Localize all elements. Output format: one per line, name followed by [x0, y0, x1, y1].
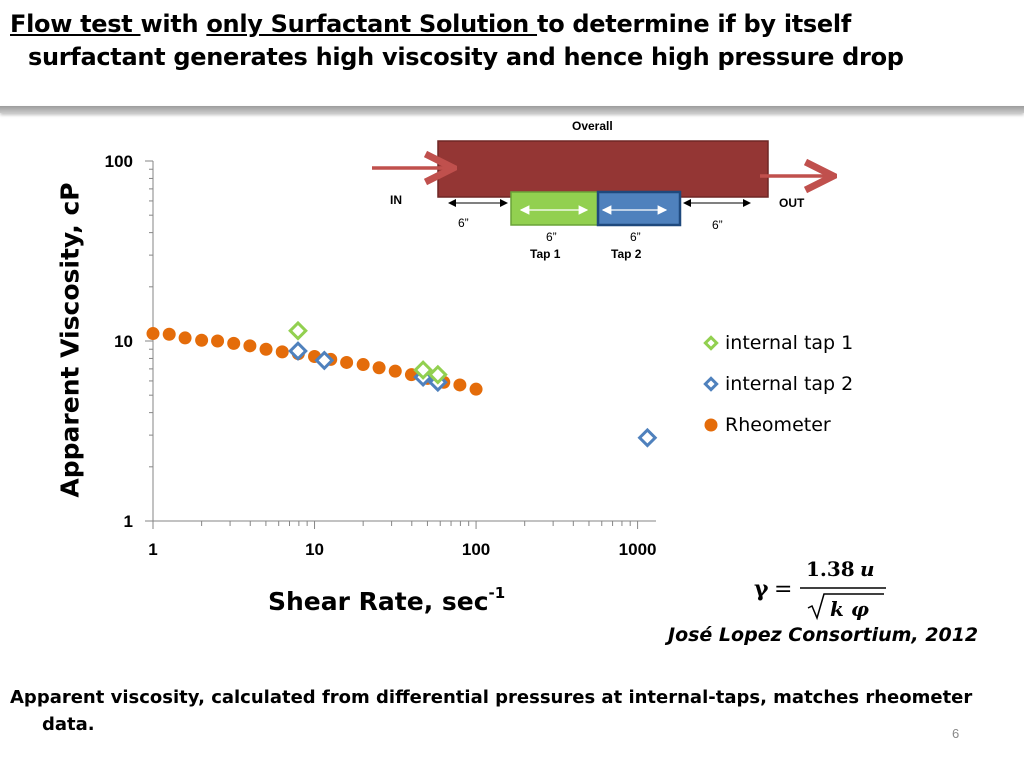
legend-item-tap1: internal tap 1: [703, 332, 853, 354]
footnote: Apparent viscosity, calculated from diff…: [10, 684, 1020, 738]
y-tick-label: 1: [124, 512, 133, 531]
data-point-tap1: [427, 364, 448, 385]
in-label: IN: [390, 193, 402, 207]
data-point-rheometer: [275, 345, 289, 359]
legend-item-tap2: internal tap 2: [703, 373, 853, 395]
x-tick-label: 1000: [619, 540, 657, 559]
title-part4: to determine if by itself: [537, 10, 851, 38]
title-line2: surfactant generates high viscosity and …: [28, 43, 904, 71]
data-point-rheometer: [211, 334, 225, 348]
legend-label-tap2: internal tap 2: [725, 373, 854, 395]
overall-label: Overall: [572, 119, 613, 133]
svg-text:k φ: k φ: [830, 597, 869, 621]
data-point-rheometer: [356, 358, 370, 372]
data-point-rheometer: [388, 364, 402, 378]
data-point-rheometer: [259, 342, 273, 356]
dim-tap1-label: 6”: [546, 230, 557, 244]
data-point-rheometer: [178, 331, 192, 345]
x-axis-title: Shear Rate, sec-1: [268, 584, 506, 616]
data-point-rheometer: [162, 327, 176, 341]
out-label: OUT: [779, 196, 805, 210]
svg-text:γ: γ: [754, 576, 769, 602]
data-point-tap1: [413, 360, 433, 380]
title-part2: with: [140, 10, 207, 38]
title-part3: only Surfactant Solution: [206, 10, 538, 38]
citation: José Lopez Consortium, 2012: [668, 624, 979, 646]
data-point-tap1: [288, 320, 308, 341]
data-point-tap2: [288, 341, 308, 361]
x-tick-label: 1: [148, 540, 157, 559]
legend-marker-tap2: [703, 376, 719, 392]
data-point-rheometer: [340, 355, 354, 369]
legend-label-tap1: internal tap 1: [725, 332, 854, 354]
slide-title: Flow test with only Surfactant Solution …: [10, 8, 1010, 74]
data-point-rheometer: [469, 382, 483, 396]
title-divider: [0, 106, 1024, 113]
dim-tap2-label: 6”: [630, 230, 641, 244]
y-tick-label: 10: [114, 332, 133, 351]
footnote-line1: Apparent viscosity, calculated from diff…: [10, 687, 973, 708]
dim-left-label: 6”: [458, 216, 469, 230]
data-point-rheometer: [227, 336, 241, 350]
legend-label-rheometer: Rheometer: [725, 414, 831, 436]
legend-marker-tap1: [703, 335, 719, 351]
svg-text:u: u: [860, 557, 875, 581]
y-tick-label: 100: [105, 152, 133, 171]
footnote-line2: data.: [42, 714, 95, 735]
svg-text:1.38: 1.38: [806, 557, 855, 581]
x-tick-label: 10: [305, 540, 324, 559]
title-part1: Flow test: [10, 10, 141, 38]
data-point-rheometer: [372, 361, 386, 375]
slide-number: 6: [952, 726, 960, 741]
data-point-tap2: [637, 427, 658, 448]
shear-rate-formula: γ = 1.38 u k φ: [754, 557, 886, 621]
svg-text:=: =: [774, 577, 792, 602]
data-point-rheometer: [453, 378, 467, 392]
tap1-label: Tap 1: [530, 247, 561, 261]
tap2-label: Tap 2: [611, 247, 642, 261]
dim-right-label: 6”: [712, 218, 723, 232]
data-point-rheometer: [195, 333, 209, 347]
legend-item-rheometer: Rheometer: [703, 414, 831, 436]
data-point-rheometer: [146, 327, 160, 341]
x-tick-label: 100: [462, 540, 490, 559]
data-point-tap2: [314, 350, 335, 371]
data-point-rheometer: [243, 339, 257, 353]
legend-marker-rheometer: [704, 418, 718, 432]
